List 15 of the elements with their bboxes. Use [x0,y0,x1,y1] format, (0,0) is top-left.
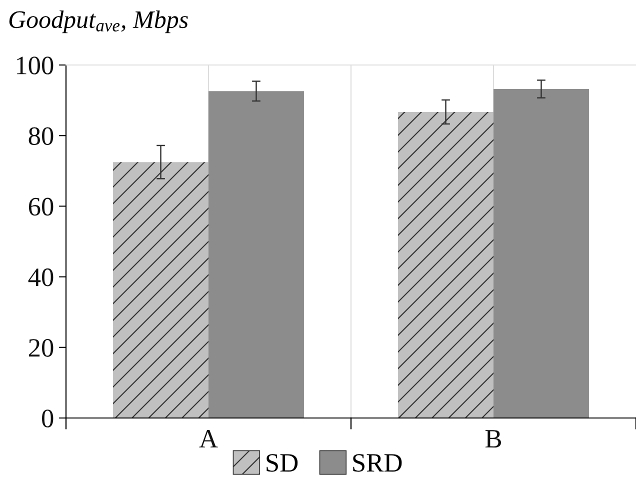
bar [208,91,304,418]
x-tick-label: A [199,430,218,448]
y-tick-label: 60 [28,198,54,216]
y-tick-label: 100 [16,56,54,74]
y-tick-label: 80 [28,127,54,146]
y-tick-label: 0 [42,410,54,428]
bar [398,112,494,418]
legend-label: SD [266,454,298,472]
bar [494,89,589,418]
bar [113,162,208,418]
chart-title: Goodput$_{ave}$, Mbps [9,10,188,34]
y-tick-label: 20 [28,339,54,357]
y-tick-label: 40 [28,268,54,286]
legend-label: SRD [353,454,402,472]
x-tick-label: B [485,430,502,448]
